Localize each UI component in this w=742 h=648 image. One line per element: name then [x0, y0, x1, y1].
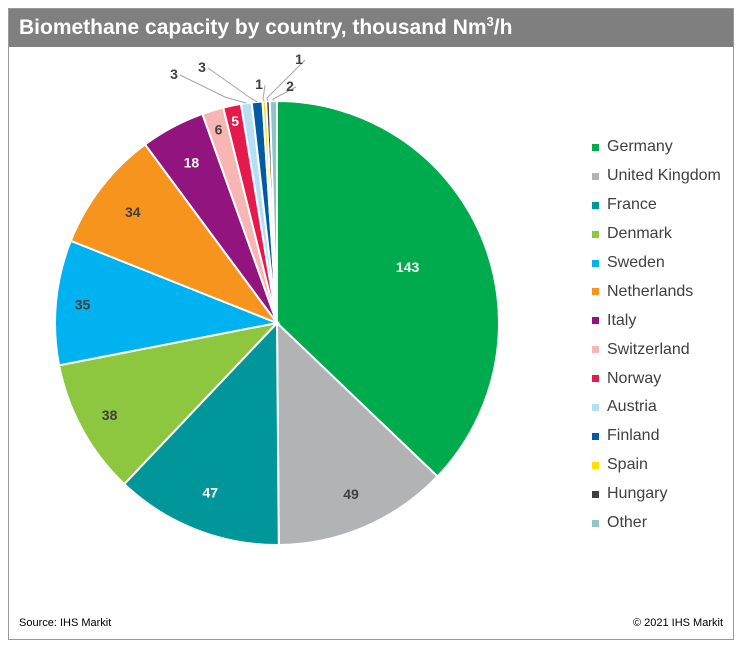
legend-item-finland: Finland [592, 422, 721, 451]
legend-swatch [592, 432, 599, 440]
pie-slice-sweden [54, 239, 281, 367]
chart-legend: Germany United Kingdom France Denmark Sweden… [592, 133, 721, 537]
pie-slice-denmark [57, 321, 280, 486]
legend-label: Other [607, 514, 648, 532]
pie-leader-line [266, 59, 306, 102]
legend-item-sweden: Sweden [592, 249, 721, 278]
legend-swatch [592, 490, 599, 498]
legend-label: Austria [607, 398, 657, 416]
legend-label: Italy [607, 311, 637, 329]
pie-leader-line [272, 86, 297, 102]
legend-swatch [592, 259, 599, 267]
legend-swatch [592, 288, 599, 296]
pie-data-label: 1 [255, 76, 263, 92]
pie-data-label: 2 [286, 78, 294, 94]
legend-label: Switzerland [607, 340, 690, 358]
legend-swatch [592, 201, 599, 209]
legend-swatch [592, 346, 599, 354]
pie-data-label: 34 [125, 204, 141, 220]
pie-leader-line [207, 67, 258, 103]
legend-label: Norway [607, 369, 662, 387]
pie-slice-united-kingdom [275, 320, 439, 546]
legend-swatch [592, 403, 599, 411]
pie-leader-line [262, 84, 266, 102]
legend-item-germany: Germany [592, 133, 721, 162]
legend-item-other: Other [592, 509, 721, 538]
pie-data-label: 5 [231, 113, 239, 129]
legend-label: Netherlands [607, 282, 694, 300]
legend-label: France [607, 196, 657, 214]
pie-data-label: 143 [396, 259, 420, 275]
chart-title-suffix: /h [493, 16, 513, 39]
pie-leader-line [179, 74, 247, 104]
chart-frame: Biomethane capacity by country, thousand… [8, 8, 734, 640]
pie-data-label: 47 [203, 484, 219, 500]
source-note: Source: IHS Markit [19, 617, 112, 629]
pie-data-label: 38 [102, 407, 118, 423]
legend-label: Germany [607, 138, 673, 156]
legend-swatch [592, 461, 599, 469]
legend-item-denmark: Denmark [592, 220, 721, 249]
legend-item-netherlands: Netherlands [592, 277, 721, 306]
pie-data-label: 18 [184, 154, 200, 170]
legend-label: Finland [607, 427, 660, 445]
legend-label: United Kingdom [607, 167, 721, 185]
pie-data-label: 35 [75, 297, 91, 313]
legend-swatch [592, 172, 599, 180]
chart-title-text: Biomethane capacity by country, thousand… [19, 16, 487, 39]
legend-item-italy: Italy [592, 306, 721, 335]
chart-title: Biomethane capacity by country, thousand… [9, 9, 733, 47]
pie-data-label: 3 [198, 59, 206, 75]
pie-slice-germany [276, 99, 500, 478]
legend-item-united-kingdom: United Kingdom [592, 162, 721, 191]
pie-data-label: 49 [343, 486, 359, 502]
pie-data-label: 3 [170, 66, 178, 82]
legend-item-switzerland: Switzerland [592, 335, 721, 364]
legend-item-norway: Norway [592, 364, 721, 393]
legend-item-france: France [592, 191, 721, 220]
legend-swatch [592, 230, 599, 238]
pie-slice-other [268, 99, 278, 324]
legend-label: Sweden [607, 254, 665, 271]
legend-swatch [592, 519, 599, 527]
legend-label: Hungary [607, 485, 668, 503]
chart-title-superscript: 3 [486, 14, 494, 29]
pie-slice-france [122, 320, 280, 546]
pie-slice-netherlands [69, 143, 280, 326]
legend-label: Denmark [607, 225, 672, 243]
copyright-note: © 2021 IHS Markit [632, 617, 723, 629]
legend-swatch [592, 375, 599, 383]
legend-label: Spain [607, 456, 648, 474]
legend-item-austria: Austria [592, 393, 721, 422]
legend-item-spain: Spain [592, 451, 721, 480]
legend-swatch [592, 317, 599, 325]
legend-item-hungary: Hungary [592, 480, 721, 509]
pie-data-label: 1 [295, 51, 303, 67]
pie-data-label: 6 [215, 122, 223, 138]
legend-swatch [592, 143, 599, 151]
